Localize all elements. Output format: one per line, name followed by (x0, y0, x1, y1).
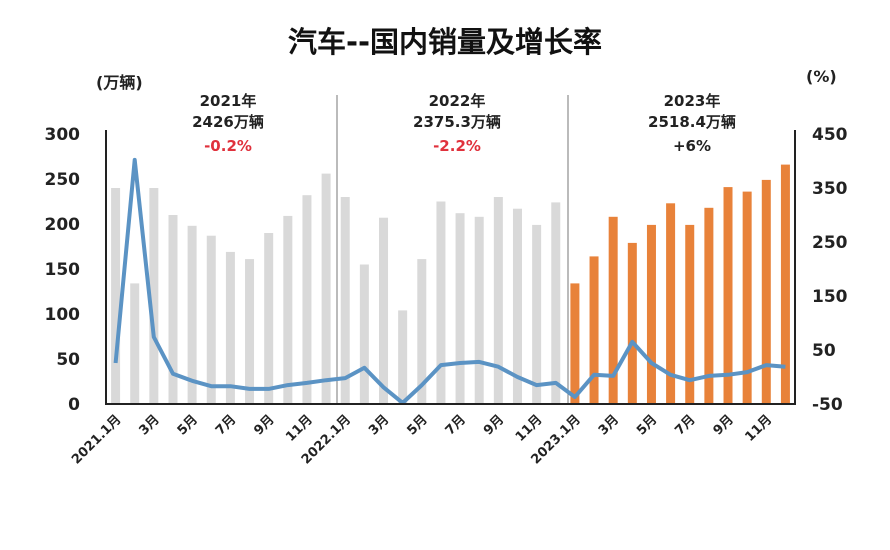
bar-2022.7月 (456, 213, 465, 404)
left-y-axis: 300 250 200 150 100 50 0 (45, 125, 81, 415)
x-tick-label: 11月 (743, 412, 776, 445)
x-tick-label: 9月 (251, 412, 277, 438)
left-tick-label: 0 (68, 395, 80, 415)
bar-2023.5月 (647, 225, 656, 404)
bar-2021.2月 (130, 283, 139, 404)
annotation-total: 2518.4万辆 (648, 113, 736, 131)
bar-2021.8月 (245, 259, 254, 404)
left-tick-label: 100 (45, 305, 81, 325)
right-tick-label: 250 (812, 233, 848, 253)
left-tick-label: 200 (45, 215, 81, 235)
right-tick-label: 150 (812, 287, 848, 307)
bar-2023.2月 (590, 256, 599, 404)
bar-2022.6月 (436, 202, 445, 405)
bar-2022.9月 (494, 197, 503, 404)
x-tick-label: 2021.1月 (69, 412, 124, 467)
annotation-total: 2426万辆 (192, 113, 264, 131)
bar-series (111, 165, 790, 404)
annotation-2021: 2021年 2426万辆 -0.2% (192, 92, 264, 155)
bar-2021.11月 (302, 195, 311, 404)
bar-2022.1月 (341, 197, 350, 404)
bar-2022.3月 (379, 218, 388, 404)
left-tick-label: 150 (45, 260, 81, 280)
x-tick-label: 5月 (634, 412, 660, 438)
x-tick-label: 3月 (596, 412, 622, 438)
annotation-growth: +6% (673, 137, 711, 155)
bar-2021.6月 (207, 236, 216, 404)
growth-line-series (115, 160, 785, 403)
x-tick-label: 3月 (366, 412, 392, 438)
bar-2022.2月 (360, 265, 369, 405)
x-tick-label: 11月 (283, 412, 316, 445)
x-tick-label: 5月 (175, 412, 201, 438)
left-axis-label: (万辆) (96, 73, 143, 92)
annotation-year: 2023年 (664, 92, 721, 110)
bar-2023.9月 (724, 187, 733, 404)
chart-title: 汽车--国内销量及增长率 (288, 25, 602, 59)
right-tick-label: -50 (812, 395, 843, 415)
annotation-year: 2021年 (200, 92, 257, 110)
bar-2021.12月 (322, 174, 331, 404)
x-tick-label: 7月 (213, 412, 239, 438)
annotation-total: 2375.3万辆 (413, 113, 501, 131)
bar-2022.12月 (551, 202, 560, 404)
x-tick-label: 11月 (513, 412, 546, 445)
bar-2023.1月 (570, 283, 579, 404)
right-y-axis: 450 350 250 150 50 -50 (812, 125, 848, 415)
x-tick-label: 3月 (136, 412, 162, 438)
x-tick-label: 7月 (443, 412, 469, 438)
right-tick-label: 50 (812, 341, 836, 361)
bar-2022.4月 (398, 310, 407, 404)
annotation-growth: -0.2% (204, 137, 252, 155)
bar-2021.10月 (283, 216, 292, 404)
annotation-2022: 2022年 2375.3万辆 -2.2% (413, 92, 501, 155)
growth-rate-line (116, 160, 786, 403)
bar-2021.5月 (188, 226, 197, 404)
bar-2022.11月 (532, 225, 541, 404)
annotation-growth: -2.2% (433, 137, 481, 155)
right-axis-label: (%) (806, 67, 837, 86)
bar-2021.1月 (111, 188, 120, 404)
x-tick-label: 9月 (481, 412, 507, 438)
right-tick-label: 450 (812, 125, 848, 145)
right-tick-label: 350 (812, 179, 848, 199)
bar-2023.4月 (628, 243, 637, 404)
x-tick-label: 7月 (672, 412, 698, 438)
bar-2021.9月 (264, 233, 273, 404)
bar-2022.8月 (475, 217, 484, 404)
bar-2021.7月 (226, 252, 235, 404)
bar-2023.7月 (685, 225, 694, 404)
left-tick-label: 250 (45, 170, 81, 190)
x-tick-label: 9月 (711, 412, 737, 438)
annotation-2023: 2023年 2518.4万辆 +6% (648, 92, 736, 155)
left-tick-label: 300 (45, 125, 81, 145)
bar-2023.11月 (762, 180, 771, 404)
annotation-year: 2022年 (429, 92, 486, 110)
x-tick-label: 5月 (404, 412, 430, 438)
left-tick-label: 50 (56, 350, 80, 370)
